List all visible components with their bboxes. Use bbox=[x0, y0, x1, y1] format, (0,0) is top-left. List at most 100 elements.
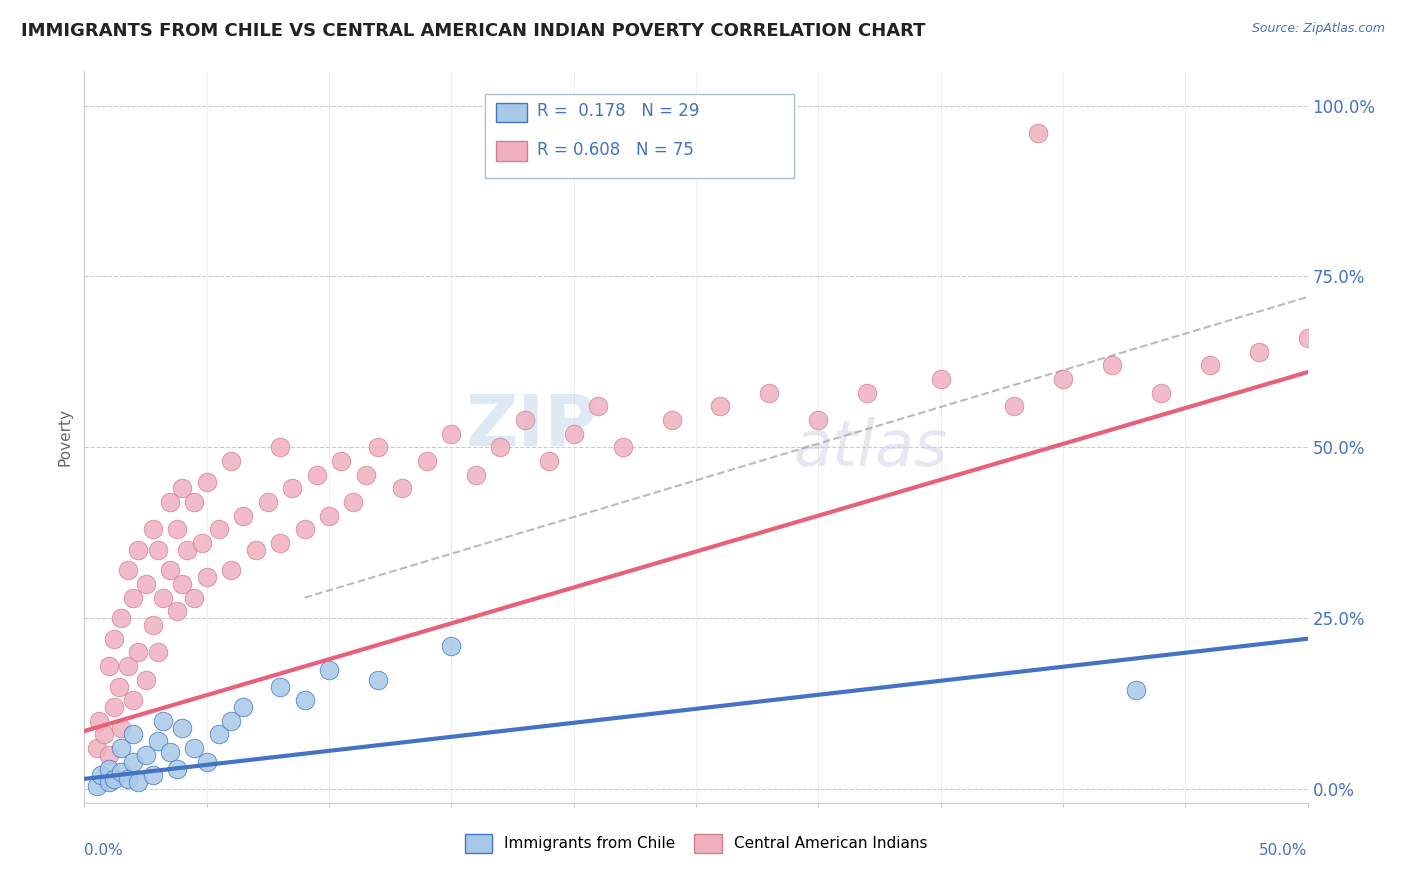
Point bbox=[97, 747, 120, 762]
Y-axis label: Poverty: Poverty bbox=[58, 408, 73, 467]
Point bbox=[416, 454, 439, 468]
Point bbox=[122, 727, 145, 741]
Point bbox=[1150, 385, 1173, 400]
Text: ZIP: ZIP bbox=[465, 392, 598, 460]
Point bbox=[318, 663, 340, 677]
Point bbox=[208, 522, 231, 536]
Point bbox=[305, 467, 328, 482]
Point bbox=[1002, 400, 1025, 414]
Point bbox=[176, 542, 198, 557]
Point bbox=[269, 536, 291, 550]
Point bbox=[110, 765, 132, 780]
Point bbox=[1125, 683, 1147, 698]
Point bbox=[489, 440, 512, 454]
Point bbox=[103, 632, 125, 646]
Point bbox=[1028, 126, 1050, 140]
Point bbox=[661, 413, 683, 427]
Point bbox=[1198, 359, 1220, 373]
Point bbox=[159, 495, 181, 509]
Point bbox=[135, 673, 157, 687]
Point bbox=[330, 454, 353, 468]
Point bbox=[110, 611, 132, 625]
Point bbox=[513, 413, 536, 427]
Point bbox=[87, 714, 110, 728]
Point bbox=[245, 542, 267, 557]
Point bbox=[97, 659, 120, 673]
Point bbox=[367, 440, 389, 454]
Point bbox=[208, 727, 231, 741]
Point bbox=[107, 680, 129, 694]
Point bbox=[183, 495, 205, 509]
Point bbox=[97, 762, 120, 776]
Point bbox=[219, 454, 242, 468]
Point bbox=[758, 385, 780, 400]
Point bbox=[219, 563, 242, 577]
Point bbox=[172, 481, 194, 495]
Point bbox=[122, 693, 145, 707]
Point bbox=[97, 775, 120, 789]
Point bbox=[166, 762, 188, 776]
Point bbox=[146, 542, 169, 557]
Text: 50.0%: 50.0% bbox=[1260, 843, 1308, 858]
Point bbox=[440, 639, 463, 653]
Point bbox=[195, 475, 218, 489]
Point bbox=[440, 426, 463, 441]
Point bbox=[166, 522, 188, 536]
Point bbox=[142, 522, 165, 536]
Point bbox=[135, 747, 157, 762]
Point bbox=[342, 495, 364, 509]
Point bbox=[183, 741, 205, 756]
Point bbox=[146, 645, 169, 659]
Point bbox=[117, 772, 139, 786]
Point bbox=[127, 645, 149, 659]
Text: Source: ZipAtlas.com: Source: ZipAtlas.com bbox=[1251, 22, 1385, 36]
Point bbox=[318, 508, 340, 523]
Point bbox=[152, 591, 174, 605]
Point bbox=[856, 385, 879, 400]
Point bbox=[135, 577, 157, 591]
Point bbox=[159, 745, 181, 759]
Point bbox=[294, 693, 316, 707]
Point bbox=[86, 779, 108, 793]
Point bbox=[142, 618, 165, 632]
Text: R = 0.608   N = 75: R = 0.608 N = 75 bbox=[537, 141, 695, 159]
Point bbox=[709, 400, 731, 414]
Text: IMMIGRANTS FROM CHILE VS CENTRAL AMERICAN INDIAN POVERTY CORRELATION CHART: IMMIGRANTS FROM CHILE VS CENTRAL AMERICA… bbox=[21, 22, 925, 40]
Point bbox=[117, 659, 139, 673]
Point bbox=[929, 372, 952, 386]
Point bbox=[232, 508, 254, 523]
Point bbox=[1052, 372, 1074, 386]
Point bbox=[146, 734, 169, 748]
Point bbox=[586, 400, 609, 414]
Point bbox=[172, 721, 194, 735]
Point bbox=[110, 721, 132, 735]
Point bbox=[152, 714, 174, 728]
Point bbox=[103, 700, 125, 714]
Point bbox=[90, 768, 112, 782]
Point bbox=[232, 700, 254, 714]
Point bbox=[354, 467, 377, 482]
Point bbox=[257, 495, 280, 509]
Point bbox=[122, 755, 145, 769]
Point bbox=[127, 542, 149, 557]
Point bbox=[562, 426, 585, 441]
Point bbox=[117, 563, 139, 577]
Point bbox=[219, 714, 242, 728]
Point bbox=[159, 563, 181, 577]
Point bbox=[127, 775, 149, 789]
Point bbox=[464, 467, 486, 482]
Point bbox=[269, 440, 291, 454]
Point bbox=[122, 591, 145, 605]
Point bbox=[538, 454, 561, 468]
Point bbox=[1247, 344, 1270, 359]
Text: R =  0.178   N = 29: R = 0.178 N = 29 bbox=[537, 103, 699, 120]
Text: atlas: atlas bbox=[794, 417, 948, 479]
Legend: Immigrants from Chile, Central American Indians: Immigrants from Chile, Central American … bbox=[460, 830, 932, 857]
Point bbox=[1296, 331, 1319, 345]
Point bbox=[142, 768, 165, 782]
Point bbox=[1101, 359, 1123, 373]
Point bbox=[93, 727, 115, 741]
Point bbox=[172, 577, 194, 591]
Point bbox=[103, 772, 125, 786]
Point bbox=[183, 591, 205, 605]
